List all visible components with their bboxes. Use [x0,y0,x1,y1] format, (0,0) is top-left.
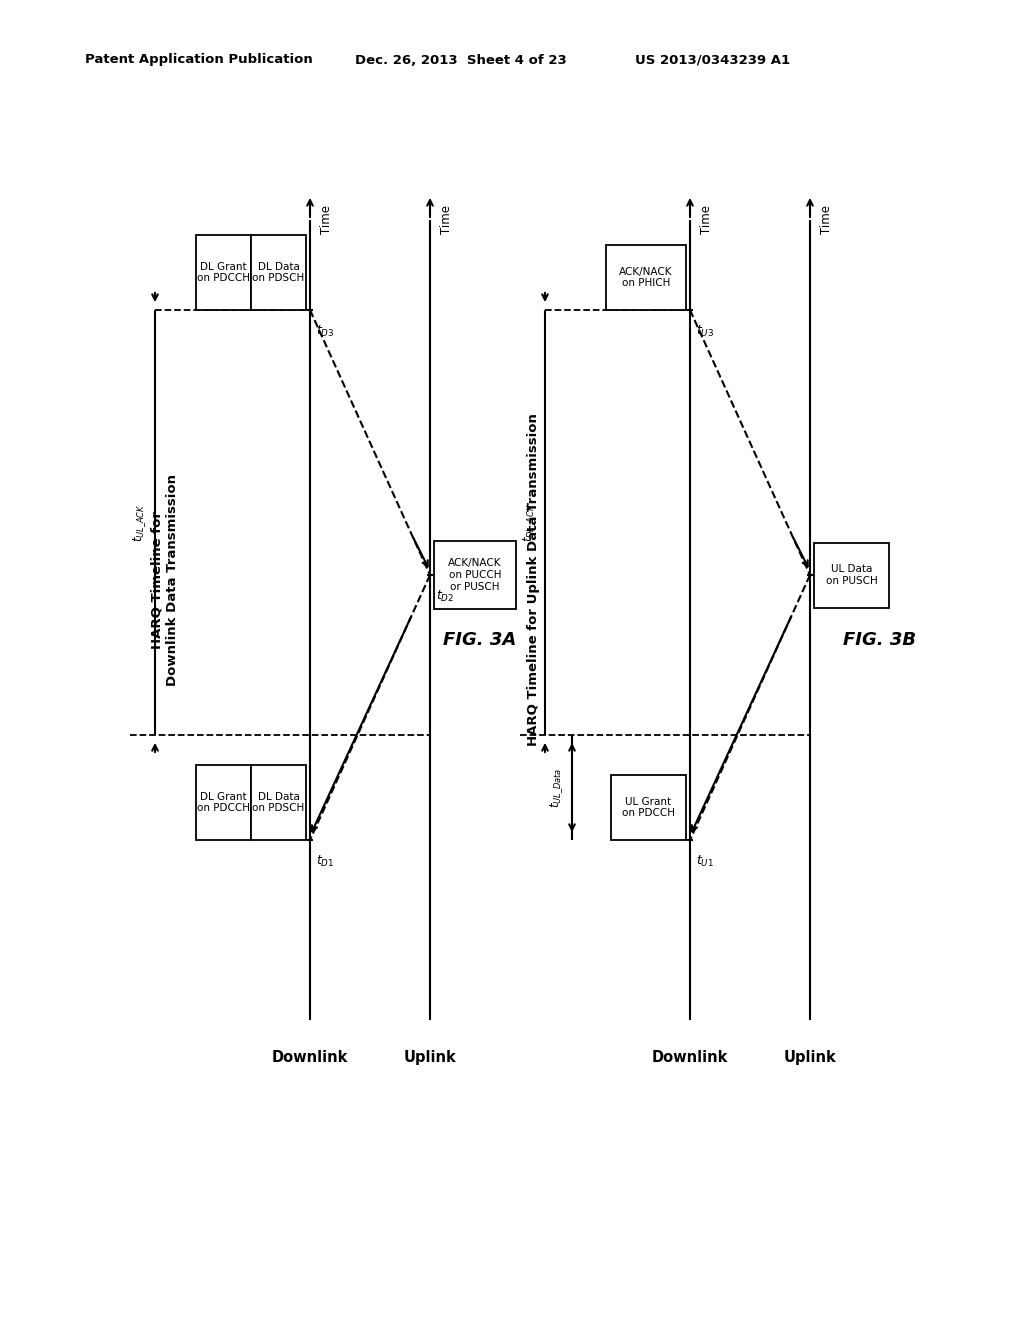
Bar [251,235,306,310]
Text: DL Data
on PDSCH: DL Data on PDSCH [252,261,304,284]
Text: $t_{D2}$: $t_{D2}$ [436,589,455,605]
Text: Time: Time [700,205,713,234]
Text: HARQ Timeline for
Downlink Data Transmission: HARQ Timeline for Downlink Data Transmis… [151,474,179,686]
Text: $t_{UL\_Data}$: $t_{UL\_Data}$ [548,767,565,808]
Text: Dec. 26, 2013  Sheet 4 of 23: Dec. 26, 2013 Sheet 4 of 23 [355,54,566,66]
Text: ACK/NACK
on PHICH: ACK/NACK on PHICH [620,267,673,288]
Text: Time: Time [820,205,833,234]
Text: DL Grant
on PDCCH: DL Grant on PDCCH [197,792,250,813]
Bar [611,775,686,840]
Text: US 2013/0343239 A1: US 2013/0343239 A1 [635,54,791,66]
Text: ACK/NACK
on PUCCH
or PUSCH: ACK/NACK on PUCCH or PUSCH [449,558,502,591]
Text: UL Grant
on PDCCH: UL Grant on PDCCH [622,797,675,818]
Text: $t_{UL\_ACK}$: $t_{UL\_ACK}$ [131,503,148,541]
Bar [606,246,686,310]
Text: $t_{U2}$: $t_{U2}$ [816,589,834,605]
Bar [196,235,251,310]
Bar [434,541,516,609]
Text: Patent Application Publication: Patent Application Publication [85,54,312,66]
Text: HARQ Timeline for Uplink Data Transmission: HARQ Timeline for Uplink Data Transmissi… [526,413,540,746]
Text: $t_{U1}$: $t_{U1}$ [696,854,714,869]
Text: Uplink: Uplink [783,1049,837,1065]
Text: Downlink: Downlink [652,1049,728,1065]
Text: Downlink: Downlink [271,1049,348,1065]
Text: DL Grant
on PDCCH: DL Grant on PDCCH [197,261,250,284]
Text: DL Data
on PDSCH: DL Data on PDSCH [252,792,304,813]
Bar [251,766,306,840]
Text: FIG. 3A: FIG. 3A [443,631,517,649]
Text: $t_{D1}$: $t_{D1}$ [316,854,335,869]
Text: Time: Time [440,205,453,234]
Text: $t_{D3}$: $t_{D3}$ [316,323,335,339]
Text: $t_{DL\_ACK}$: $t_{DL\_ACK}$ [521,503,538,543]
Text: Uplink: Uplink [403,1049,457,1065]
Text: FIG. 3B: FIG. 3B [844,631,916,649]
Text: $t_{U3}$: $t_{U3}$ [696,323,714,339]
Text: Time: Time [319,205,333,234]
Bar [196,766,251,840]
Bar [814,543,889,607]
Text: UL Data
on PUSCH: UL Data on PUSCH [825,564,878,586]
